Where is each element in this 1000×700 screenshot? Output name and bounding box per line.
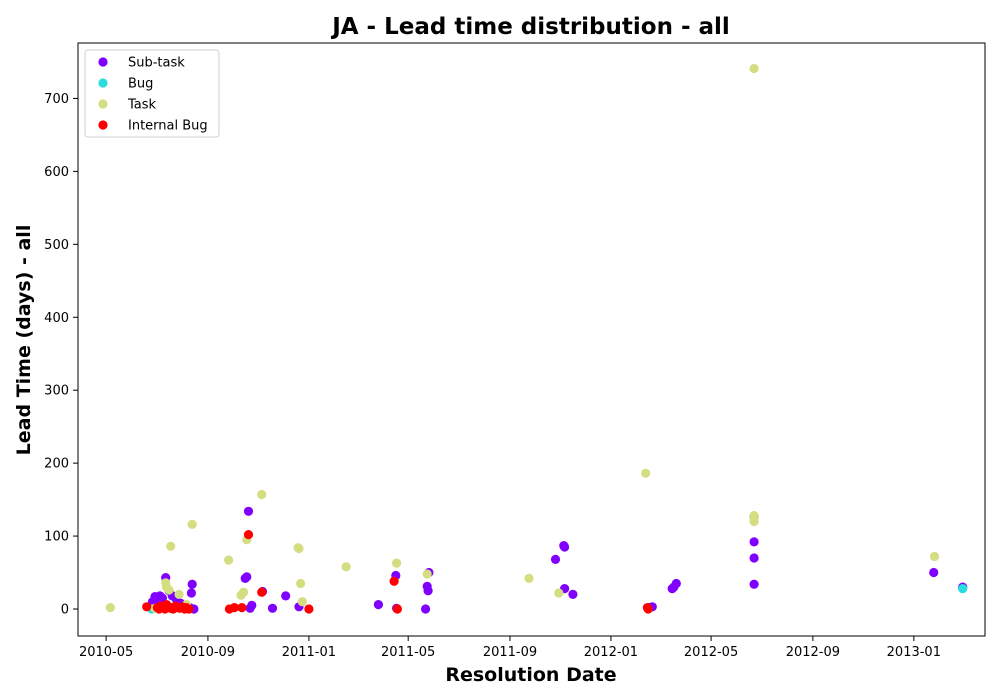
data-point: [187, 519, 197, 530]
data-point: [568, 589, 578, 600]
data-point: [749, 537, 759, 547]
data-point: [392, 558, 402, 568]
data-point: [373, 600, 383, 610]
x-tick-label: 2011-01: [282, 645, 336, 660]
data-point: [187, 579, 197, 589]
x-tick-label: 2011-05: [381, 645, 435, 660]
legend-marker: [98, 99, 108, 109]
y-tick-label: 0: [61, 603, 69, 618]
y-tick-label: 200: [44, 457, 69, 472]
data-point: [392, 604, 402, 614]
x-tick-label: 2013-01: [887, 645, 941, 660]
y-axis: 0 100 200 300 400 500 600 700: [44, 92, 78, 618]
legend-label: Bug: [128, 77, 153, 92]
data-point: [242, 572, 252, 582]
data-point: [749, 553, 759, 563]
data-point: [257, 587, 267, 597]
data-point: [294, 543, 304, 554]
x-axis: 2010-05 2010-09 2011-01 2011-05 2011-09 2012-…: [79, 636, 941, 660]
legend: Sub-task Bug Task Internal Bug: [84, 49, 220, 138]
x-tick-label: 2010-09: [181, 645, 235, 660]
chart-title: JA - Lead time distribution - all: [330, 14, 730, 40]
data-point: [224, 555, 234, 565]
data-point: [281, 591, 291, 601]
data-point: [142, 602, 152, 612]
x-tick-label: 2010-05: [79, 645, 133, 660]
data-point: [929, 567, 939, 578]
data-point: [297, 597, 307, 607]
data-point: [243, 506, 254, 516]
data-point: [560, 542, 570, 552]
data-point: [929, 551, 940, 562]
y-tick-label: 300: [44, 384, 69, 399]
data-points: [105, 63, 968, 614]
data-point: [749, 579, 759, 589]
data-point: [958, 584, 968, 594]
data-point: [257, 489, 267, 500]
legend-marker: [98, 78, 108, 88]
y-tick-label: 400: [44, 311, 69, 326]
y-axis-label: Lead Time (days) - all: [13, 225, 35, 456]
data-point: [421, 604, 431, 614]
data-point: [389, 576, 399, 586]
x-tick-label: 2012-01: [584, 645, 638, 660]
x-tick-label: 2012-09: [786, 645, 840, 660]
data-point: [164, 585, 174, 595]
data-point: [247, 600, 257, 611]
data-point: [166, 541, 176, 551]
data-point: [423, 586, 433, 596]
legend-label: Sub-task: [128, 56, 185, 71]
data-point: [671, 578, 681, 589]
data-point: [554, 588, 564, 598]
data-point: [422, 569, 432, 579]
y-tick-label: 600: [44, 165, 69, 180]
data-point: [237, 603, 247, 613]
data-point: [267, 603, 278, 613]
y-tick-label: 500: [44, 238, 69, 253]
legend-label: Internal Bug: [128, 119, 208, 134]
legend-marker: [98, 120, 108, 130]
y-tick-label: 100: [44, 530, 69, 545]
plot-frame: [77, 42, 986, 637]
data-point: [184, 604, 194, 614]
data-point: [105, 603, 115, 613]
data-point: [304, 604, 314, 614]
data-point: [524, 573, 534, 584]
data-point: [749, 516, 759, 527]
legend-box: [84, 49, 220, 138]
data-point: [186, 588, 196, 598]
y-tick-label: 700: [44, 92, 69, 107]
data-point: [243, 530, 254, 540]
data-point: [238, 587, 249, 597]
x-tick-label: 2011-09: [483, 645, 537, 660]
legend-marker: [98, 57, 108, 67]
data-point: [296, 578, 306, 589]
data-point: [643, 604, 653, 614]
data-point: [749, 63, 759, 74]
data-point: [174, 589, 184, 600]
legend-label: Task: [127, 98, 157, 113]
data-point: [641, 468, 651, 478]
data-point: [550, 554, 561, 565]
x-axis-label: Resolution Date: [445, 664, 616, 686]
data-point: [229, 603, 239, 613]
x-tick-label: 2012-05: [684, 645, 738, 660]
data-point: [341, 562, 351, 572]
